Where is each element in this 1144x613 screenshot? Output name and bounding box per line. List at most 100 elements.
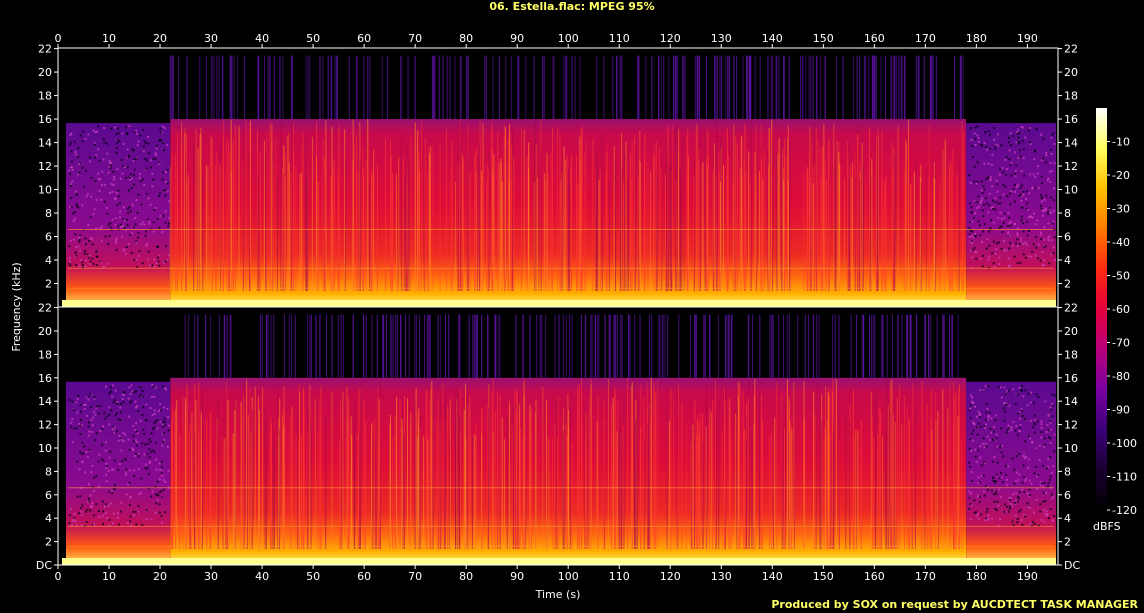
x-tick-label-bottom: 60	[357, 570, 371, 583]
x-tick-label-bottom: 0	[55, 570, 62, 583]
x-tick-label-top: 20	[153, 32, 167, 45]
y-tick-label-left: 14	[38, 137, 52, 150]
x-tick-label-bottom: 150	[813, 570, 834, 583]
y-tick-label-left: 8	[45, 207, 52, 220]
x-tick-label-bottom: 120	[660, 570, 681, 583]
y-tick-label-left: 20	[38, 66, 52, 79]
y-tick-label-left: 4	[45, 512, 52, 525]
y-tick-label-right: 10	[1064, 442, 1078, 455]
colorbar-tick-label: -50	[1112, 270, 1130, 283]
colorbar-tick-label: -90	[1112, 404, 1130, 417]
y-tick-label-right: 4	[1064, 512, 1071, 525]
x-tick-label-top: 50	[306, 32, 320, 45]
y-tick-label-right: 16	[1064, 113, 1078, 126]
x-tick-label-top: 180	[966, 32, 987, 45]
colorbar-tick-label: -60	[1112, 303, 1130, 316]
y-tick-label-left: 12	[38, 419, 52, 432]
x-tick-label-top: 190	[1017, 32, 1038, 45]
colorbar-tick-label: -100	[1112, 437, 1137, 450]
y-tick-label-left: 18	[38, 90, 52, 103]
x-tick-label-top: 60	[357, 32, 371, 45]
x-tick-label-bottom: 170	[915, 570, 936, 583]
x-axis-label: Time (s)	[535, 588, 581, 601]
y-tick-label-right: 14	[1064, 137, 1078, 150]
x-tick-label-top: 0	[55, 32, 62, 45]
x-tick-label-top: 90	[510, 32, 524, 45]
colorbar-tick-label: -70	[1112, 337, 1130, 350]
y-tick-label-right: 22	[1064, 302, 1078, 315]
y-tick-label-right: 12	[1064, 419, 1078, 432]
x-tick-label-top: 140	[762, 32, 783, 45]
credit-text: Produced by SOX on request by AUCDTECT T…	[771, 598, 1138, 611]
x-tick-label-bottom: 40	[255, 570, 269, 583]
y-tick-label-right: 4	[1064, 254, 1071, 267]
x-tick-label-top: 130	[711, 32, 732, 45]
spectrogram-panel-top	[58, 48, 1058, 307]
x-tick-label-top: 170	[915, 32, 936, 45]
x-tick-label-top: 120	[660, 32, 681, 45]
colorbar-tick-label: -110	[1112, 471, 1137, 484]
y-tick-label-left: 14	[38, 395, 52, 408]
x-tick-label-bottom: 160	[864, 570, 885, 583]
x-tick-label-bottom: 50	[306, 570, 320, 583]
x-tick-label-bottom: 190	[1017, 570, 1038, 583]
x-tick-label-bottom: 80	[459, 570, 473, 583]
colorbar-tick-label: -10	[1112, 136, 1130, 149]
y-tick-label-right: DC	[1064, 559, 1080, 572]
x-tick-label-bottom: 140	[762, 570, 783, 583]
spectrogram-panel-bottom	[58, 307, 1058, 565]
y-tick-label-left: 16	[38, 113, 52, 126]
x-tick-label-bottom: 180	[966, 570, 987, 583]
y-tick-label-left: 22	[38, 302, 52, 315]
colorbar-tick-label: -120	[1112, 504, 1137, 517]
y-tick-label-left: 22	[38, 43, 52, 56]
colorbar-tick-label: -30	[1112, 203, 1130, 216]
x-tick-label-top: 40	[255, 32, 269, 45]
x-tick-label-bottom: 20	[153, 570, 167, 583]
x-tick-label-bottom: 110	[609, 570, 630, 583]
chart-title: 06. Estella.flac: MPEG 95%	[489, 0, 655, 13]
x-tick-label-bottom: 100	[558, 570, 579, 583]
y-tick-label-right: 6	[1064, 231, 1071, 244]
colorbar-gradient	[1096, 108, 1107, 510]
y-tick-label-right: 6	[1064, 489, 1071, 502]
y-tick-label-left: 2	[45, 536, 52, 549]
x-tick-label-top: 80	[459, 32, 473, 45]
y-tick-label-left: 18	[38, 348, 52, 361]
y-tick-label-right: 18	[1064, 90, 1078, 103]
colorbar-tick-label: -20	[1112, 169, 1130, 182]
x-tick-label-bottom: 130	[711, 570, 732, 583]
y-tick-label-right: 10	[1064, 184, 1078, 197]
x-tick-label-top: 110	[609, 32, 630, 45]
x-tick-label-bottom: 10	[102, 570, 116, 583]
y-tick-label-left: 10	[38, 184, 52, 197]
x-tick-label-top: 70	[408, 32, 422, 45]
y-tick-label-right: 2	[1064, 278, 1071, 291]
x-tick-label-top: 30	[204, 32, 218, 45]
y-tick-label-left: 6	[45, 489, 52, 502]
colorbar-tick-label: -80	[1112, 370, 1130, 383]
y-tick-label-right: 18	[1064, 348, 1078, 361]
y-tick-label-left: DC	[36, 559, 52, 572]
y-axis-label: Frequency (kHz)	[10, 262, 23, 351]
y-tick-label-left: 20	[38, 325, 52, 338]
colorbar-label: dBFS	[1093, 520, 1121, 533]
y-tick-label-right: 8	[1064, 207, 1071, 220]
x-tick-label-bottom: 90	[510, 570, 524, 583]
x-tick-label-top: 160	[864, 32, 885, 45]
y-tick-label-left: 8	[45, 465, 52, 478]
y-tick-label-left: 10	[38, 442, 52, 455]
y-tick-label-left: 16	[38, 372, 52, 385]
x-tick-label-bottom: 70	[408, 570, 422, 583]
y-tick-label-right: 12	[1064, 160, 1078, 173]
x-tick-label-top: 10	[102, 32, 116, 45]
y-tick-label-right: 20	[1064, 66, 1078, 79]
x-tick-label-top: 100	[558, 32, 579, 45]
y-tick-label-left: 6	[45, 231, 52, 244]
x-tick-label-top: 150	[813, 32, 834, 45]
y-tick-label-right: 2	[1064, 536, 1071, 549]
y-tick-label-right: 8	[1064, 465, 1071, 478]
y-tick-label-left: 12	[38, 160, 52, 173]
colorbar-tick-label: -40	[1112, 236, 1130, 249]
